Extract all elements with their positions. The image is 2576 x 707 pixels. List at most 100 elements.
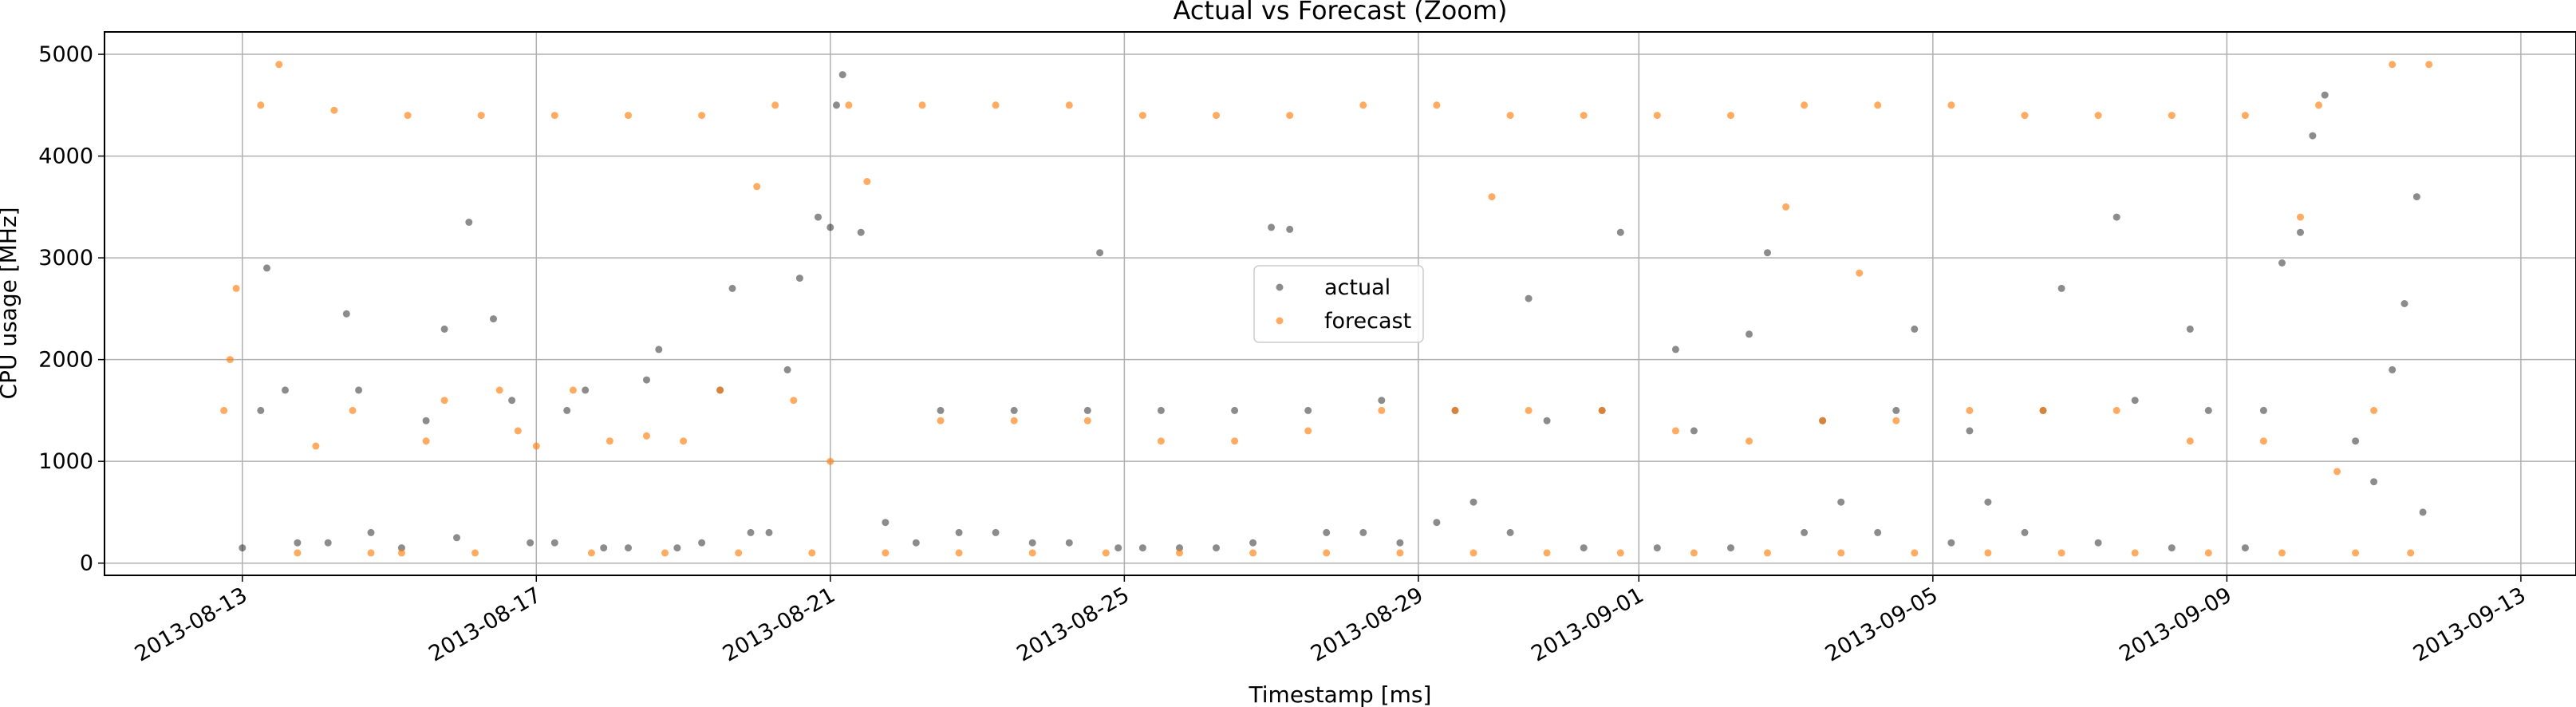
actual-point [1874, 528, 1882, 536]
forecast-point [2131, 549, 2139, 557]
forecast-point [404, 112, 412, 120]
y-tick-label: 0 [80, 551, 93, 576]
actual-point [2259, 406, 2267, 414]
forecast-point [226, 356, 234, 364]
actual-point [239, 544, 247, 552]
actual-point [1764, 249, 1771, 257]
actual-point [728, 284, 736, 292]
series-forecast [220, 61, 2433, 557]
forecast-point [532, 442, 540, 450]
forecast-point [1286, 112, 1294, 120]
actual-point [2389, 365, 2397, 373]
actual-point [355, 386, 363, 394]
actual-point [1966, 427, 1974, 435]
actual-point [1249, 539, 1257, 547]
y-tick-label: 1000 [38, 449, 93, 474]
actual-point [2370, 478, 2378, 486]
forecast-point [790, 397, 798, 405]
actual-point [1947, 539, 1955, 547]
forecast-point [1966, 406, 1974, 414]
forecast-point [2204, 549, 2212, 557]
forecast-point [440, 397, 448, 405]
actual-point [1727, 544, 1734, 552]
actual-point [882, 519, 890, 527]
forecast-point [1616, 549, 1624, 557]
forecast-point [1782, 203, 1790, 211]
legend-label-actual: actual [1324, 275, 1391, 300]
actual-point [783, 365, 791, 373]
forecast-point [771, 101, 779, 109]
forecast-point [845, 101, 853, 109]
forecast-point [2407, 549, 2415, 557]
forecast-point [625, 112, 632, 120]
actual-point [1096, 249, 1104, 257]
forecast-point [1304, 427, 1312, 435]
forecast-point [1138, 112, 1146, 120]
actual-point [838, 71, 846, 79]
actual-point [465, 219, 473, 226]
forecast-point [2186, 437, 2194, 445]
actual-point [1984, 498, 1992, 506]
forecast-point [863, 178, 871, 185]
forecast-point [1433, 101, 1441, 109]
forecast-point [1727, 112, 1734, 120]
actual-point [625, 544, 632, 552]
forecast-point [587, 549, 595, 557]
forecast-point [1065, 101, 1073, 109]
forecast-point [1359, 101, 1367, 109]
y-tick-label: 5000 [38, 42, 93, 67]
forecast-point [2112, 406, 2120, 414]
actual-point [2278, 259, 2286, 267]
forecast-point [1451, 406, 1459, 414]
forecast-point [1249, 549, 1257, 557]
forecast-point [1396, 549, 1404, 557]
actual-point [527, 539, 535, 547]
actual-point [2412, 193, 2420, 201]
actual-point [912, 539, 920, 547]
actual-point [1028, 539, 1036, 547]
actual-point [2400, 300, 2408, 307]
actual-point [2057, 284, 2065, 292]
actual-point [1837, 498, 1845, 506]
forecast-point [1488, 193, 1496, 201]
forecast-point [1984, 549, 1992, 557]
legend-marker-forecast [1276, 317, 1284, 325]
actual-point [1065, 539, 1073, 547]
forecast-point [1231, 437, 1239, 445]
actual-point [1157, 406, 1165, 414]
forecast-point [1653, 112, 1661, 120]
forecast-point [1157, 437, 1165, 445]
forecast-point [232, 284, 240, 292]
forecast-point [1690, 549, 1698, 557]
forecast-point [1028, 549, 1036, 557]
actual-point [422, 417, 430, 425]
forecast-point [257, 101, 265, 109]
actual-point [643, 376, 650, 384]
actual-point [826, 223, 834, 231]
forecast-point [1580, 112, 1588, 120]
actual-point [1083, 406, 1091, 414]
actual-point [563, 406, 571, 414]
actual-point [1616, 228, 1624, 236]
forecast-point [1543, 549, 1551, 557]
actual-point [1010, 406, 1018, 414]
actual-point [1433, 519, 1441, 527]
actual-point [324, 539, 332, 547]
actual-point [2297, 228, 2304, 236]
forecast-point [1506, 112, 1514, 120]
forecast-point [312, 442, 320, 450]
forecast-point [661, 549, 669, 557]
forecast-point [2094, 112, 2102, 120]
actual-point [1469, 498, 1477, 506]
actual-point [655, 346, 663, 354]
actual-point [294, 539, 302, 547]
forecast-point [808, 549, 816, 557]
forecast-point [1892, 417, 1900, 425]
forecast-point [643, 432, 650, 440]
actual-point [992, 528, 1000, 536]
forecast-point [918, 101, 926, 109]
actual-point [453, 534, 460, 542]
forecast-point [514, 427, 522, 435]
actual-point [1746, 330, 1753, 338]
